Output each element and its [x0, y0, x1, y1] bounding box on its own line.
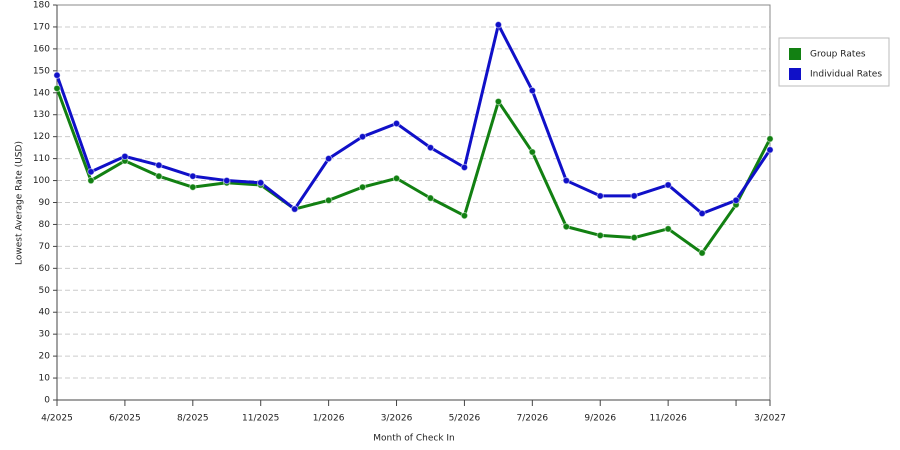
data-point [324, 154, 333, 163]
data-point [358, 132, 367, 141]
y-tick-label: 160 [33, 44, 50, 54]
y-tick-label: 30 [39, 330, 51, 340]
x-tick-label: 3/2026 [381, 414, 413, 424]
data-point [664, 225, 672, 233]
y-tick-label: 0 [44, 396, 50, 406]
data-point [189, 183, 197, 191]
data-point [121, 152, 129, 161]
series-line [55, 23, 772, 215]
data-point [460, 163, 469, 172]
y-tick-label: 170 [33, 22, 50, 32]
x-tick-label: 11/2025 [242, 414, 279, 424]
y-tick-label: 60 [39, 264, 51, 274]
data-point [392, 119, 401, 128]
y-tick-label: 180 [33, 1, 50, 11]
x-tick-label: 4/2025 [41, 414, 73, 424]
data-point [528, 148, 537, 156]
data-point [698, 249, 706, 257]
legend-swatch [789, 68, 801, 80]
data-point [53, 84, 61, 93]
data-point [630, 233, 638, 242]
legend-label: Group Rates [810, 50, 866, 60]
data-point [732, 196, 740, 205]
data-point [494, 97, 503, 106]
data-point [562, 176, 570, 185]
series-line [55, 87, 772, 255]
y-tick-label: 20 [39, 352, 51, 362]
y-tick-label: 120 [33, 132, 50, 142]
y-tick-label: 40 [39, 308, 51, 318]
x-tick-label: 9/2026 [584, 414, 616, 424]
data-point [155, 161, 163, 169]
data-point [155, 172, 163, 180]
y-tick-label: 140 [33, 88, 50, 98]
data-point [494, 21, 503, 29]
data-point [562, 222, 570, 231]
y-tick-label: 50 [39, 286, 51, 296]
data-point [426, 194, 435, 202]
data-point [630, 192, 638, 200]
data-point [392, 174, 401, 183]
data-point [87, 168, 95, 176]
data-point [766, 146, 774, 154]
x-tick-label: 1/2026 [313, 414, 345, 424]
y-tick-label: 110 [33, 154, 50, 164]
data-point [664, 181, 672, 189]
x-tick-label: 6/2025 [109, 414, 141, 424]
x-tick-label: 11/2026 [649, 414, 687, 424]
data-point [426, 143, 435, 152]
x-tick-label: 3/2027 [754, 414, 786, 424]
x-tick-label: 7/2026 [516, 414, 548, 424]
data-point [189, 172, 197, 180]
legend-swatch [789, 48, 801, 60]
data-point [596, 231, 604, 240]
y-tick-label: 150 [33, 66, 50, 76]
legend-label: Individual Rates [810, 70, 882, 80]
data-point [324, 196, 333, 205]
data-point [223, 176, 231, 185]
data-point [460, 211, 469, 220]
x-axis-label: Month of Check In [373, 434, 455, 444]
data-point [698, 209, 706, 218]
y-tick-label: 10 [39, 374, 51, 384]
y-tick-label: 90 [39, 198, 51, 208]
x-tick-label: 5/2026 [449, 414, 481, 424]
y-tick-label: 100 [33, 176, 50, 186]
data-point [766, 135, 774, 143]
data-point [53, 71, 61, 79]
data-point [290, 205, 299, 213]
data-point [257, 179, 265, 187]
y-tick-label: 130 [33, 110, 50, 120]
data-point [528, 86, 537, 95]
data-point [358, 183, 367, 191]
y-tick-label: 80 [39, 220, 51, 230]
data-point [87, 176, 95, 185]
y-axis-label: Lowest Average Rate (USD) [15, 141, 25, 265]
data-point [596, 192, 604, 200]
x-tick-label: 8/2025 [177, 414, 209, 424]
y-tick-label: 70 [39, 242, 51, 252]
